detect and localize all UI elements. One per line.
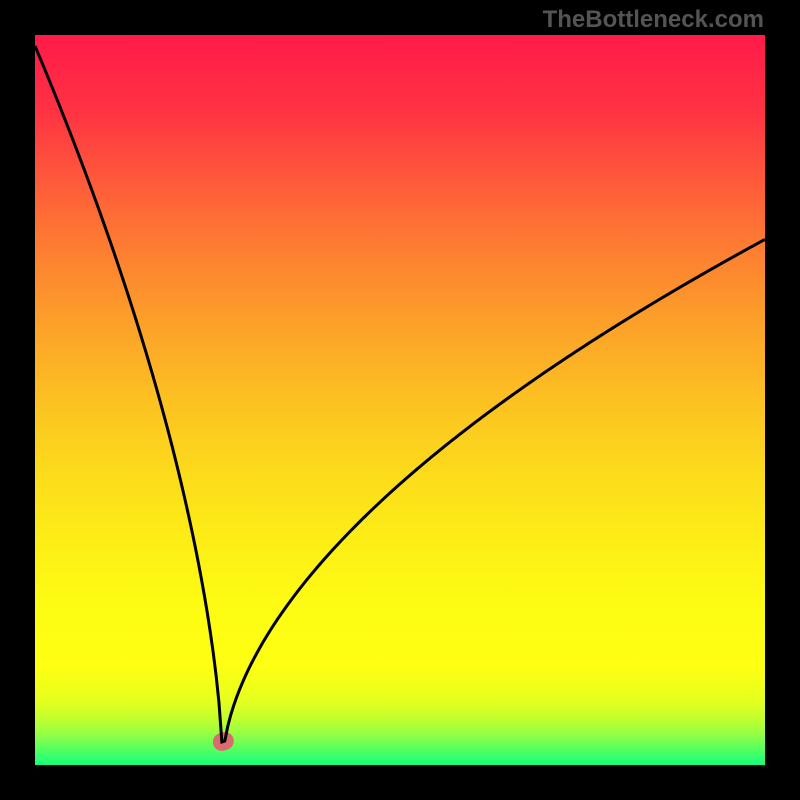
chart-container: TheBottleneck.com: [0, 0, 800, 800]
curves-layer: [35, 35, 765, 765]
watermark-text: TheBottleneck.com: [543, 6, 764, 34]
plot-area: [35, 35, 765, 765]
main-curve: [35, 46, 765, 742]
